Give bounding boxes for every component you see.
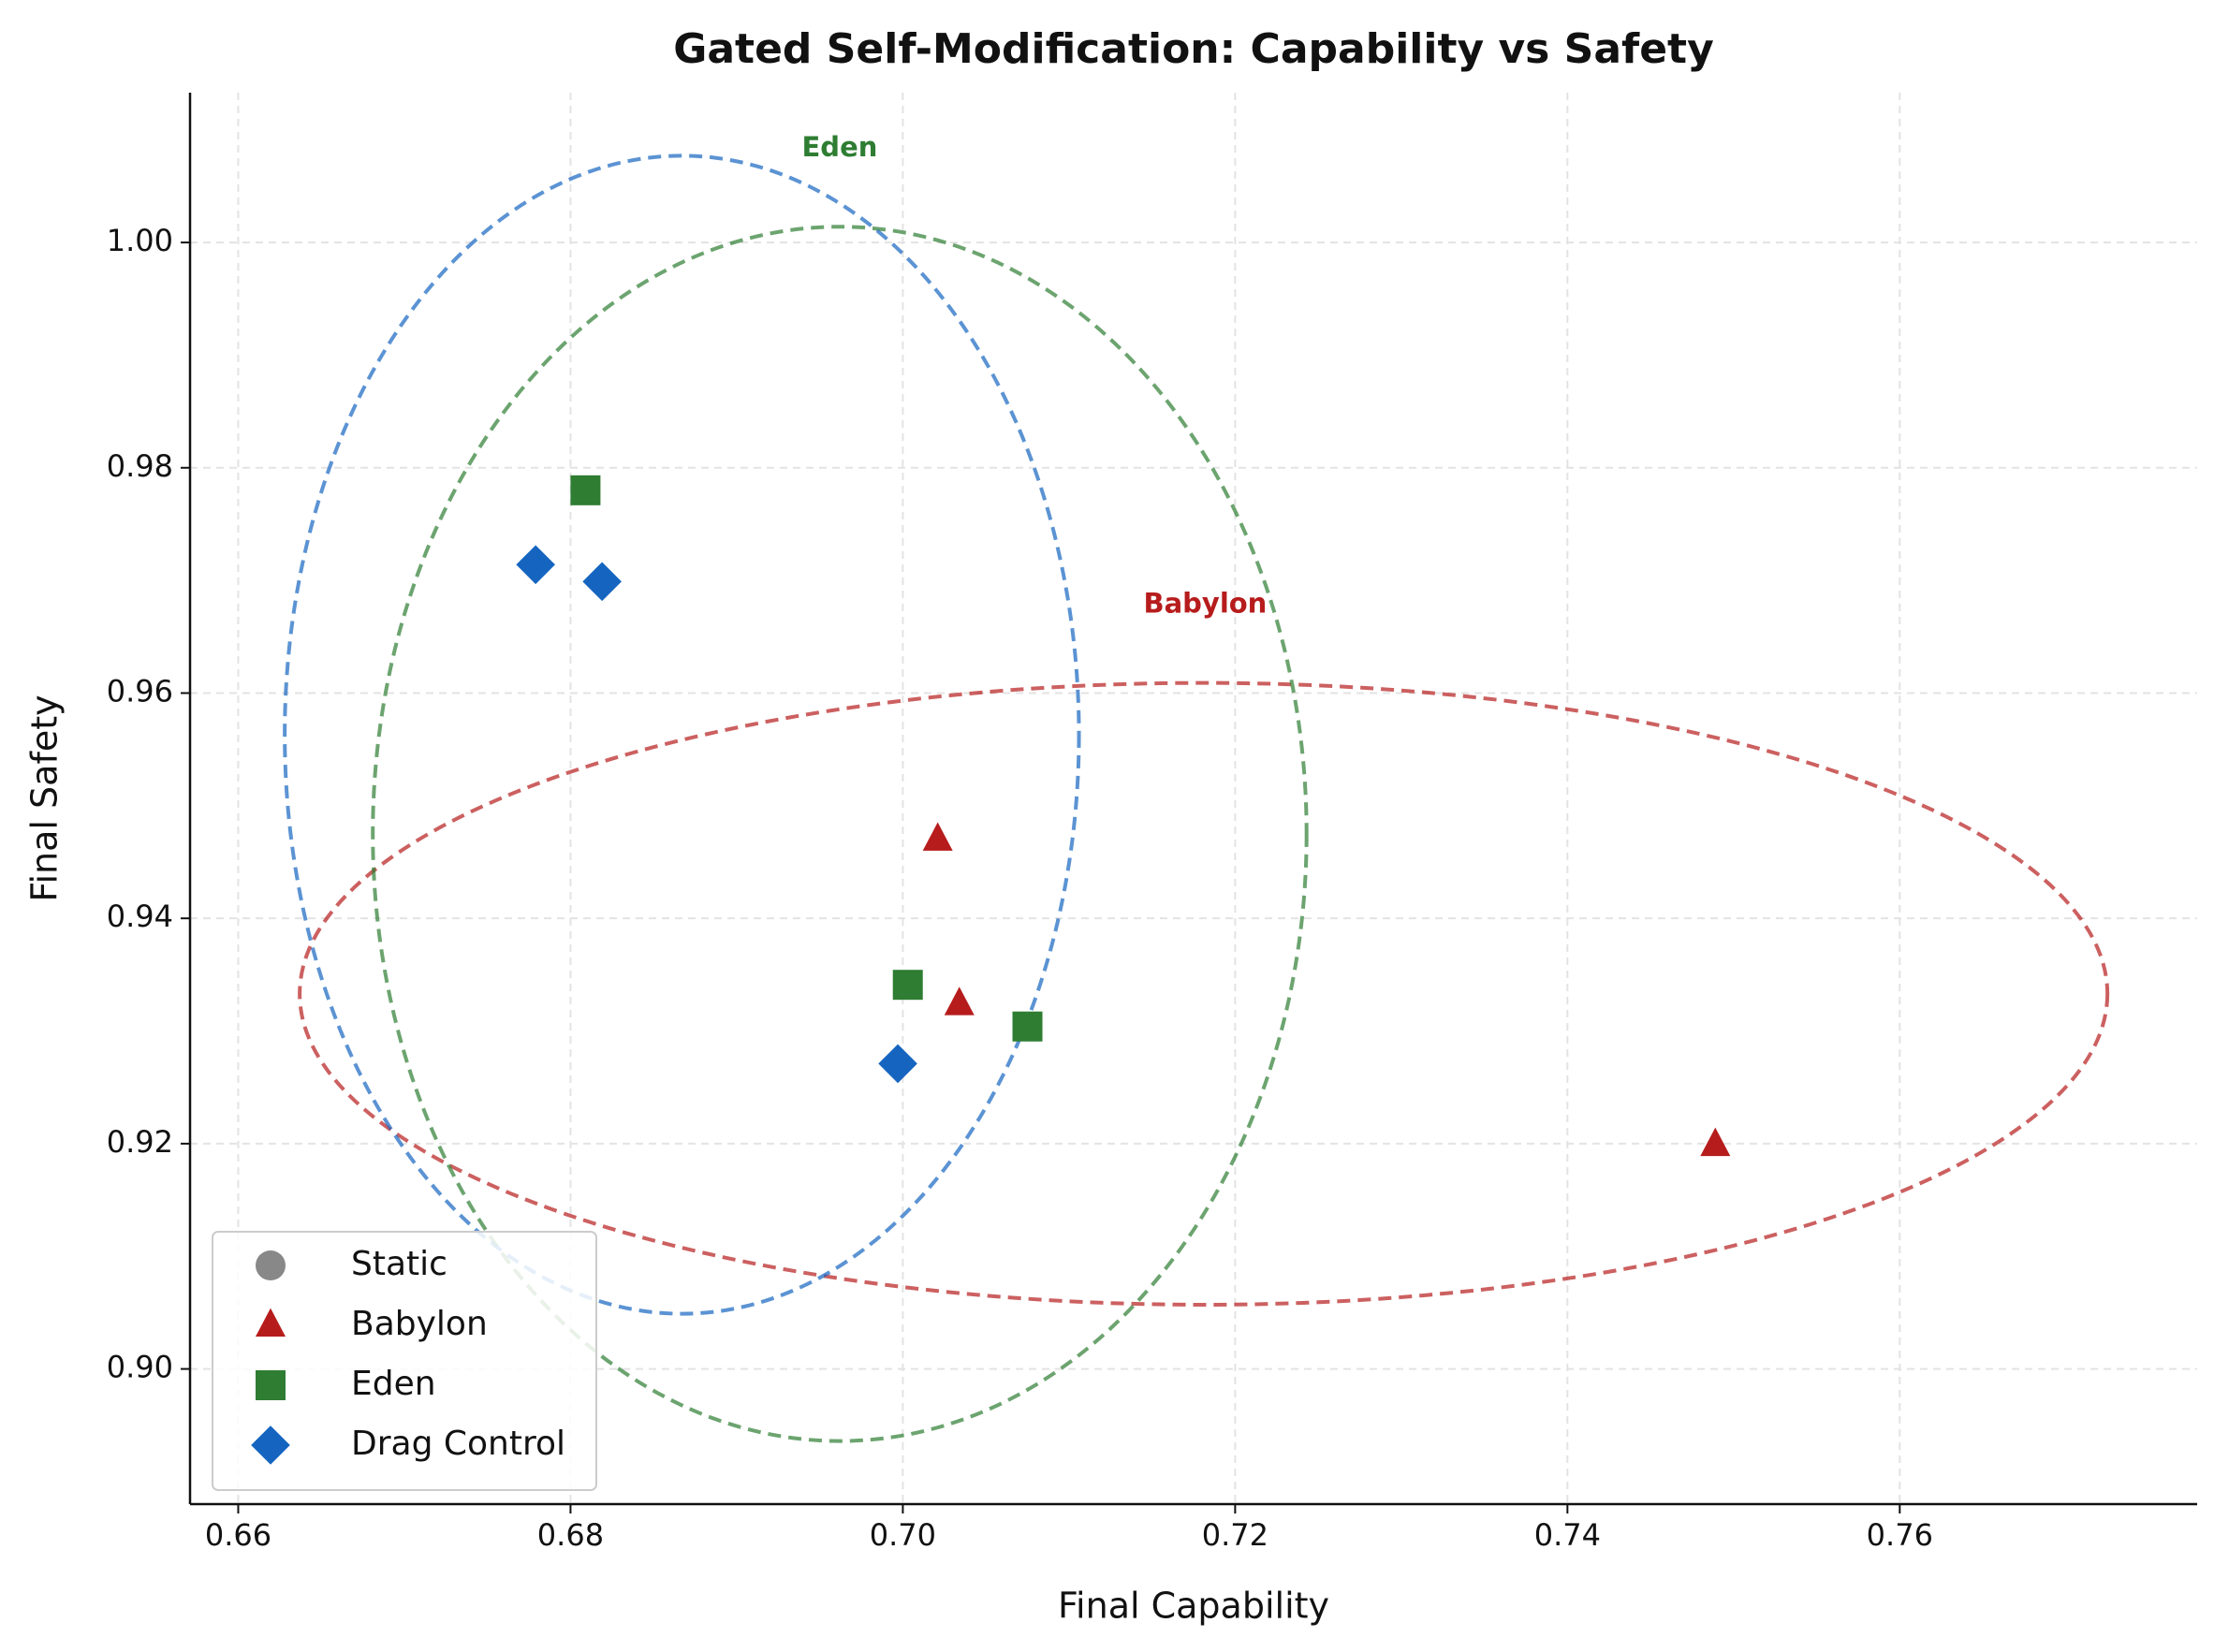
x-tick-label: 0.74 [1534,1517,1601,1553]
x-tick-label: 0.72 [1202,1517,1268,1553]
point [1012,1011,1043,1042]
legend-marker [256,1250,286,1280]
y-tick-label: 0.92 [107,1124,173,1160]
y-tick-label: 0.90 [107,1350,173,1385]
point [944,987,975,1016]
x-tick-label: 0.68 [537,1517,604,1553]
point [878,1044,917,1084]
x-tick-label: 0.66 [205,1517,271,1553]
point [570,475,601,505]
ellipse [371,225,1309,1443]
ellipse [298,680,2110,1307]
chart-title: Gated Self-Modification: Capability vs S… [673,25,1714,73]
legend-label: Static [351,1245,447,1283]
point [922,822,953,851]
y-tick-label: 1.00 [107,223,173,258]
legend-marker [256,1370,286,1400]
legend-label: Babylon [351,1305,488,1343]
legend-label: Eden [351,1365,436,1403]
point [1700,1127,1731,1157]
x-tick-label: 0.70 [870,1517,936,1553]
point [516,545,555,585]
y-tick-label: 0.98 [107,448,173,484]
point [582,562,622,602]
legend-label: Drag Control [351,1425,565,1463]
y-axis-label: Final Safety [24,694,66,901]
y-tick-label: 0.96 [107,673,173,709]
ellipse [283,154,1081,1316]
point [892,970,923,1001]
x-axis-label: Final Capability [1058,1586,1329,1627]
y-tick-label: 0.94 [107,899,173,934]
annotation: Eden [802,131,878,163]
legend-marker [251,1425,290,1465]
legend-box [212,1231,597,1491]
legend-marker [256,1308,286,1337]
x-tick-label: 0.76 [1867,1517,1933,1553]
annotation: Babylon [1143,588,1267,620]
